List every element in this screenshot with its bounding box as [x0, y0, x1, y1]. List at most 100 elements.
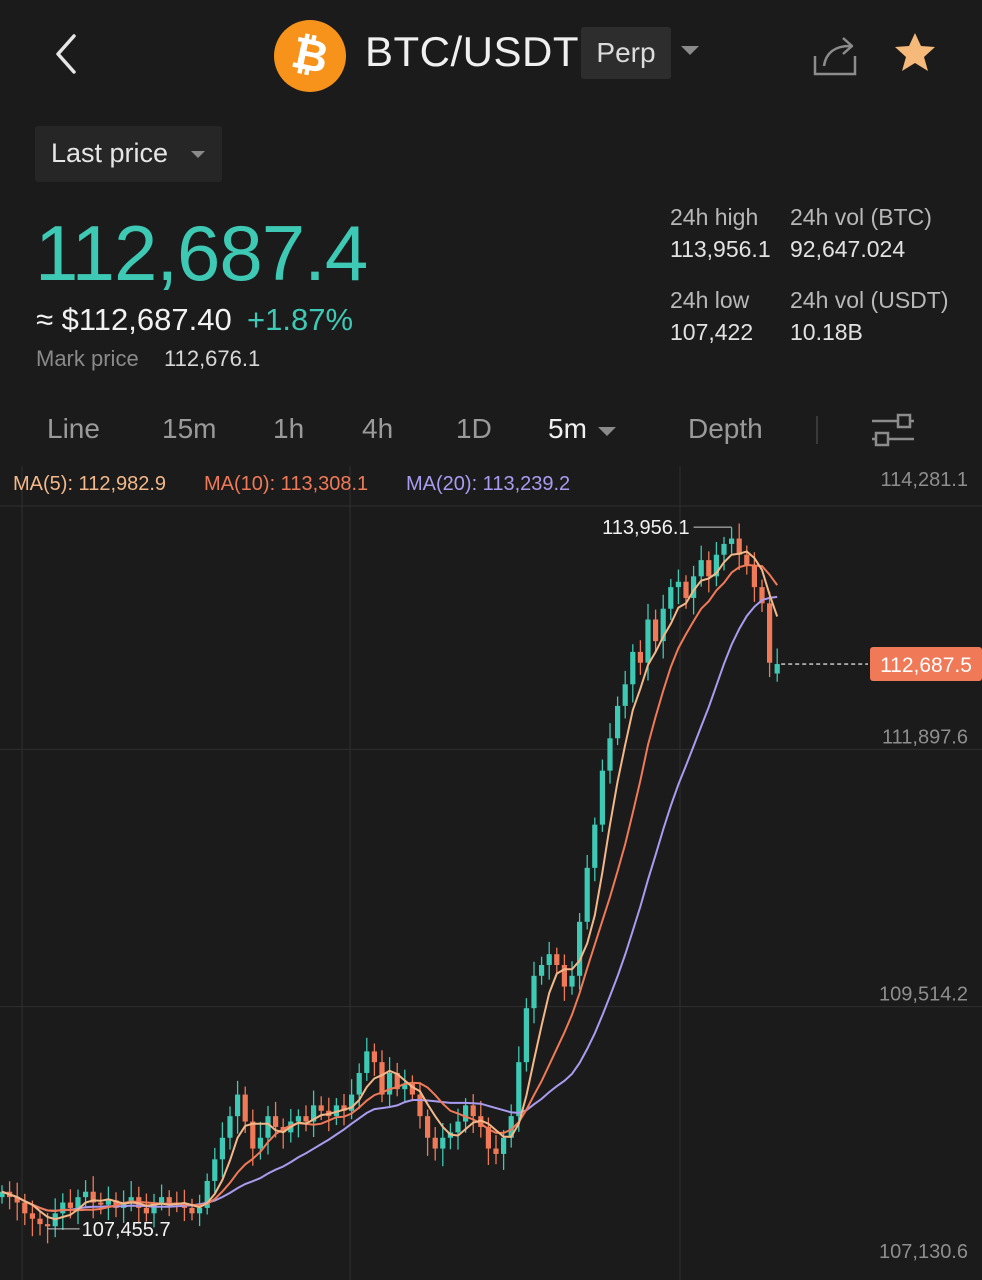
candle-body [409, 1083, 415, 1095]
candle-body [577, 921, 583, 976]
candle-body [569, 975, 575, 987]
candle-body [14, 1197, 20, 1203]
last-price: 112,687.4 [35, 209, 368, 297]
candle-body [402, 1083, 408, 1090]
candle-body [98, 1202, 104, 1205]
candle-body [463, 1105, 469, 1122]
candle-body [470, 1105, 476, 1117]
candle-body [159, 1197, 165, 1203]
candle-body [257, 1137, 263, 1149]
share-icon [813, 37, 857, 76]
y-tick-label: 114,281.1 [881, 469, 969, 491]
chart-settings-button[interactable] [868, 412, 918, 448]
high-label: 24h high [670, 204, 759, 230]
back-arrow-icon [56, 34, 76, 74]
tab-15m[interactable]: 15m [162, 413, 217, 444]
candle-body [219, 1137, 225, 1160]
candle-body [143, 1207, 149, 1214]
candle-body [774, 664, 780, 674]
candle-body [599, 770, 605, 825]
ma20-line [1, 595, 778, 1212]
high-value: 113,956.1 [670, 236, 771, 262]
tab-1d[interactable]: 1D [456, 413, 492, 444]
tab-5m[interactable]: 5m [548, 413, 587, 444]
candle-body [303, 1116, 309, 1122]
share-button[interactable] [810, 30, 860, 78]
candle-body [311, 1105, 317, 1122]
candle-body [721, 543, 727, 555]
vol-usdt-value: 10.18B [790, 319, 863, 345]
candle-body [417, 1094, 423, 1117]
back-button[interactable] [48, 28, 88, 80]
candle-body [265, 1116, 271, 1138]
candle-body [630, 651, 636, 685]
ma20-legend: MA(20): 113,239.2 [406, 473, 571, 495]
candle-body [516, 1062, 522, 1117]
candle-body [356, 1072, 362, 1095]
tab-divider [816, 416, 818, 444]
usd-price: ≈ $112,687.40 [36, 302, 232, 337]
vol-usdt-label: 24h vol (USDT) [790, 287, 949, 313]
pair-title[interactable]: BTC/USDT [365, 28, 579, 75]
candle-body [90, 1191, 96, 1203]
price-type-selector[interactable]: Last price [35, 126, 222, 182]
candle-body [204, 1180, 210, 1208]
ma10-line [1, 563, 779, 1212]
candle-body [364, 1051, 370, 1073]
price-type-label: Last price [51, 138, 169, 168]
candle-body [584, 867, 590, 922]
tab-1h[interactable]: 1h [273, 413, 305, 444]
vol-btc-label: 24h vol (BTC) [790, 204, 932, 230]
chevron-down-icon[interactable] [681, 46, 699, 55]
candle-body [22, 1202, 28, 1214]
candlestick-chart[interactable]: 114,281.1 111,897.6 109,514.2 107,130.6 113,… [0, 466, 982, 1280]
tab-4h[interactable]: 4h [362, 413, 394, 444]
candle-body [485, 1126, 491, 1149]
chevron-down-icon[interactable] [598, 427, 616, 436]
candle-body [105, 1200, 111, 1205]
candle-body [75, 1197, 81, 1208]
candle-body [660, 608, 666, 642]
favorite-button[interactable] [892, 30, 938, 76]
candle-body [235, 1094, 241, 1117]
candle-body [151, 1202, 157, 1214]
candle-body [675, 581, 681, 588]
candle-body [622, 684, 628, 706]
candle-body [60, 1202, 66, 1214]
candle-body [729, 538, 735, 544]
candle-body [29, 1213, 35, 1219]
candle-body [440, 1137, 446, 1149]
candle-body [592, 824, 598, 868]
min-marker-label: 107,455.7 [82, 1219, 171, 1241]
ma10-legend: MA(10): 113,308.1 [204, 473, 369, 495]
chevron-down-icon [191, 151, 205, 158]
candle-body [432, 1137, 438, 1149]
candle-body [531, 975, 537, 1009]
ma5-legend: MA(5): 112,982.9 [13, 473, 167, 495]
candle-body [349, 1094, 355, 1111]
candle-body [645, 619, 651, 663]
y-tick-label: 109,514.2 [879, 984, 968, 1006]
candle-body [539, 965, 545, 976]
candle-body [295, 1116, 301, 1122]
candle-body [37, 1218, 43, 1225]
candle-body [0, 1191, 5, 1198]
candle-body [668, 587, 674, 609]
candle-body [653, 619, 659, 642]
candle-body [554, 954, 560, 966]
current-price-tag [870, 647, 982, 682]
candle-body [128, 1197, 134, 1203]
candle-body [425, 1116, 431, 1138]
y-tick-label: 111,897.6 [882, 726, 968, 748]
contract-type-badge[interactable]: Perp [581, 27, 671, 79]
star-icon [895, 33, 935, 71]
candle-body [683, 581, 689, 598]
candle-body [523, 1008, 529, 1063]
candle-body [227, 1116, 233, 1138]
max-marker-label: 113,956.1 [602, 517, 690, 539]
candle-body [250, 1121, 256, 1149]
tab-line[interactable]: Line [47, 413, 100, 444]
tab-depth[interactable]: Depth [688, 413, 763, 444]
candle-body [561, 965, 567, 987]
candle-body [607, 738, 613, 771]
